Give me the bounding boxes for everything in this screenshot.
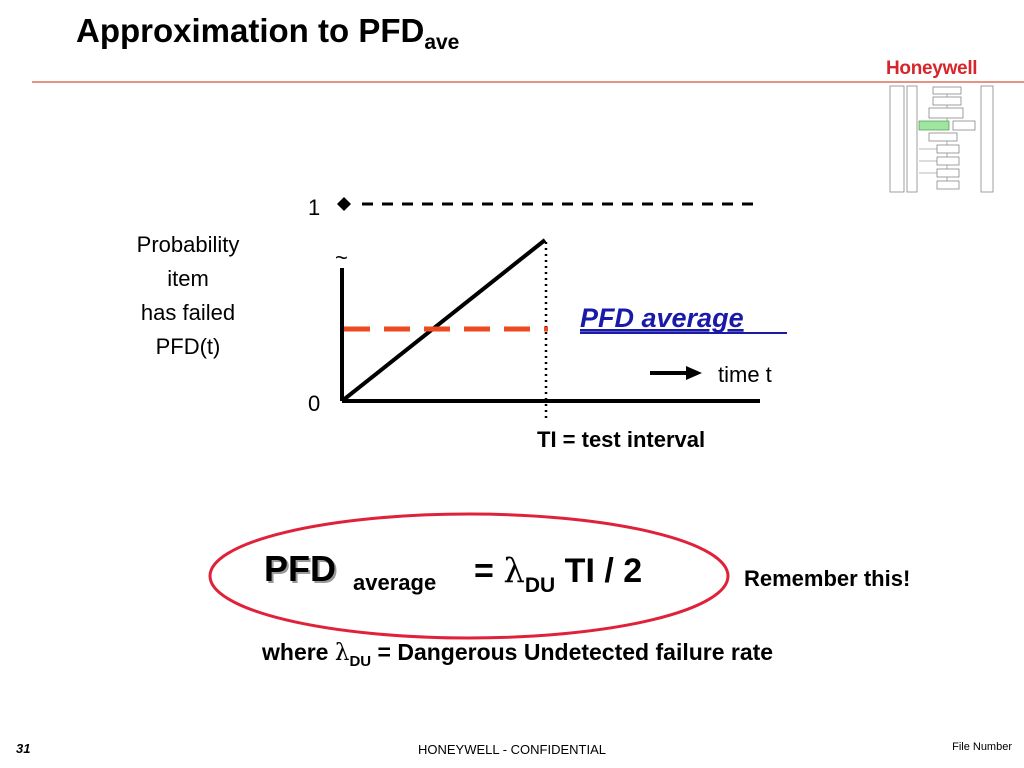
y-label-line: item: [167, 266, 209, 291]
lambda-symbol: λ: [334, 640, 350, 666]
diamond-marker: [337, 197, 351, 211]
flowchart-thumbnail: [889, 85, 994, 193]
formula-average: average: [353, 570, 437, 595]
y-label-line: Probability: [136, 232, 240, 257]
formula-equals: =: [474, 552, 494, 590]
formula-rhs: = λDU TI / 2: [474, 551, 643, 597]
where-definition-text: = Dangerous Undetected failure rate: [377, 639, 774, 665]
slide-title-main: Approximation to PFD: [76, 12, 425, 49]
formula-ti-over-2: TI / 2: [564, 552, 643, 590]
title-divider: [32, 81, 1024, 83]
confidential-notice: HONEYWELL - CONFIDENTIAL: [417, 742, 607, 757]
y-label-line: has failed: [140, 300, 236, 325]
pfd-t-line: [340, 238, 547, 403]
honeywell-logo: Honeywell: [886, 58, 978, 79]
formula-du-subscript: DU: [524, 574, 556, 597]
y-axis-label: Probability item has failed PFD(t): [104, 228, 272, 364]
y-label-line: PFD(t): [155, 334, 221, 359]
slide-title: Approximation to PFDave: [76, 12, 459, 54]
tick-zero: 0: [308, 391, 320, 416]
file-number: File Number: [952, 741, 1012, 753]
tick-one: 1: [308, 195, 320, 220]
axis-break-mark: ~: [335, 245, 348, 270]
formula-pfd: PFD: [264, 548, 336, 589]
lambda-symbol: λ: [503, 551, 525, 591]
definition-line: where λDU = Dangerous Undetected failure…: [262, 639, 774, 670]
slide-title-subscript: ave: [424, 31, 460, 54]
pfd-average-label: PFD average: [580, 303, 744, 333]
where-prefix: where: [262, 639, 329, 665]
remember-note: Remember this!: [744, 566, 911, 591]
test-interval-label: TI = test interval: [537, 427, 705, 452]
where-du-subscript: DU: [349, 653, 372, 670]
page-number: 31: [16, 741, 31, 756]
time-label: time t: [718, 362, 772, 387]
time-arrow-icon: [686, 366, 702, 380]
